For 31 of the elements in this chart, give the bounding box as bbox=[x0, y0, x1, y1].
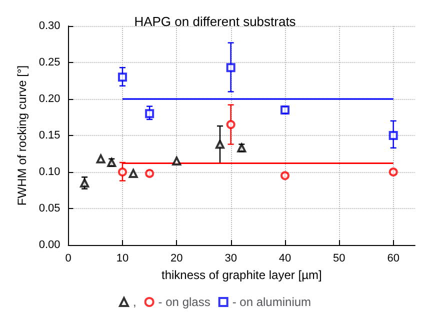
x-tick-label: 10 bbox=[116, 252, 129, 264]
y-tick-label: 0.15 bbox=[38, 130, 60, 142]
x-tick-label: 30 bbox=[224, 252, 237, 264]
x-tick-label: 20 bbox=[170, 252, 183, 264]
legend-label: - on glass bbox=[158, 295, 210, 309]
chart-title: HAPG on different substrats bbox=[134, 14, 296, 29]
y-axis-title: FWHM of rocking curve [°] bbox=[15, 65, 29, 206]
y-tick-label: 0.05 bbox=[38, 202, 60, 214]
point bbox=[226, 120, 236, 130]
x-axis-title: thikness of graphite layer [µm] bbox=[161, 268, 322, 282]
point bbox=[80, 178, 90, 188]
point bbox=[280, 171, 290, 180]
point bbox=[145, 109, 154, 118]
point bbox=[96, 154, 106, 164]
y-tick-label: 0.30 bbox=[38, 20, 60, 32]
point bbox=[118, 168, 127, 176]
point bbox=[128, 168, 138, 178]
y-tick-label: 0.25 bbox=[38, 56, 60, 68]
y-tick-label: 0.00 bbox=[38, 239, 60, 251]
x-tick-label: 0 bbox=[65, 252, 72, 264]
point bbox=[226, 63, 236, 72]
point bbox=[118, 72, 127, 82]
point bbox=[388, 131, 398, 140]
x-tick-label: 40 bbox=[278, 252, 292, 264]
y-tick-label: 0.20 bbox=[38, 93, 60, 105]
x-tick-label: 60 bbox=[387, 252, 400, 264]
x-tick-label: 50 bbox=[333, 252, 346, 264]
legend-label: - on aluminium bbox=[232, 295, 312, 309]
point bbox=[215, 140, 224, 149]
y-tick-label: 0.10 bbox=[38, 166, 60, 178]
legend-label: , bbox=[132, 295, 136, 309]
